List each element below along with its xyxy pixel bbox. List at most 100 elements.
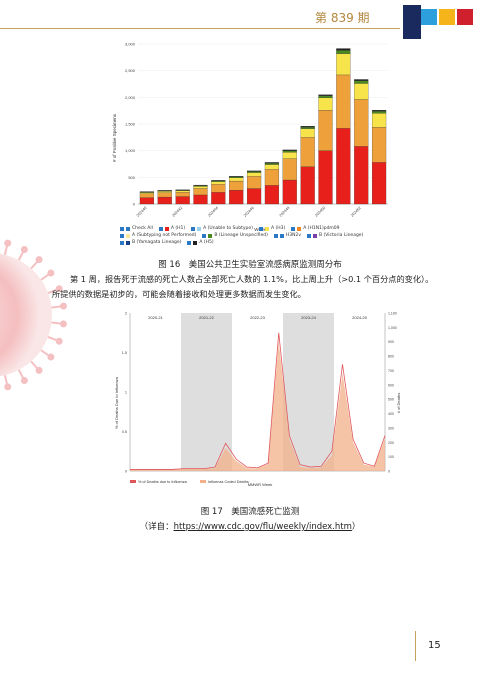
right-tick-label: 700 [388, 369, 394, 373]
bar-chart-svg: # of Positive Specimens Week 05001,0001,… [112, 42, 388, 232]
virus-spike-tip [20, 245, 28, 253]
bar-segment [282, 152, 297, 159]
figure17-caption: 图 17 美国流感死亡监测 [200, 507, 300, 517]
color-block-yellow [439, 9, 455, 25]
bar-segment [336, 50, 351, 54]
legend-item[interactable]: A (H1N1)pdm09 [291, 226, 340, 231]
virus-spike-tip [4, 239, 12, 247]
footer-divider [415, 631, 416, 661]
legend-swatch [193, 240, 198, 245]
bar-segment [354, 83, 369, 100]
legend-swatch [313, 233, 318, 238]
bar-segment [282, 149, 297, 151]
checkbox-icon[interactable] [187, 240, 192, 245]
legend-swatch [200, 480, 206, 483]
source-link[interactable]: https://www.cdc.gov/flu/weekly/index.htm [173, 522, 352, 532]
bar-segment [175, 192, 190, 197]
checkbox-icon[interactable] [202, 233, 207, 238]
checkbox-icon[interactable] [158, 226, 163, 231]
bar-segment [193, 188, 208, 196]
left-tick-label: 1.5 [122, 351, 127, 355]
bar-segment [282, 179, 297, 205]
legend-swatch [164, 226, 169, 231]
legend-swatch [130, 480, 136, 483]
x-tick-label: 202446 [243, 206, 255, 218]
checkbox-icon[interactable] [120, 240, 124, 245]
bar-segment [354, 146, 369, 205]
legend-swatch [279, 233, 284, 238]
bar-segment [300, 128, 315, 138]
legend-item[interactable]: A (Unable to Subtype) [191, 226, 253, 231]
left-tick-label: 0.5 [122, 430, 127, 434]
right-tick-label: 900 [388, 340, 394, 344]
legend-item[interactable]: Check All [120, 226, 153, 231]
bar-segment [264, 164, 280, 170]
bar-segment [157, 191, 172, 193]
bar-segment [336, 128, 351, 205]
color-block-red [457, 9, 473, 25]
bar-segment [354, 79, 369, 81]
bar-segment [139, 197, 155, 205]
paragraph-line-1: 第 1 周，报告死于流感的死亡人数占全部死亡人数的 1.1%，比上周上升（>0.… [70, 274, 434, 284]
y-tick-label: 1,000 [125, 148, 136, 153]
bar-segment [318, 95, 333, 98]
legend-item[interactable]: B (Victoria Lineage) [307, 233, 363, 238]
virus-spike-tip [59, 302, 67, 310]
bar-segment [229, 180, 244, 191]
season-label: 2024-25 [352, 315, 367, 320]
x-tick-label: 202448 [279, 206, 291, 218]
checkbox-icon[interactable] [291, 226, 296, 231]
header-color-blocks [0, 0, 500, 40]
percent-line [130, 332, 386, 470]
legend-item[interactable]: A (H3) [258, 226, 285, 231]
checkbox-icon[interactable] [258, 226, 263, 231]
virus-spike-tip [59, 320, 67, 328]
bar-segment [211, 184, 226, 193]
bar-segment [336, 53, 351, 76]
legend-item[interactable]: B (Yamagata Lineage) [120, 240, 181, 245]
checkbox-icon[interactable] [307, 233, 312, 238]
virus-spike-tip [55, 285, 63, 293]
left-tick-label: 0 [125, 470, 127, 474]
left-y-axis-label: % of Deaths Due to Influenza [114, 376, 119, 429]
legend-item[interactable]: A (H1) [158, 226, 185, 231]
bar-segment [211, 180, 226, 181]
season-label: 2023-24 [301, 315, 316, 320]
virus-spike-tip [20, 377, 28, 385]
bar-segment [336, 48, 351, 51]
bar-segment [282, 158, 297, 181]
x-tick-label: 202440 [136, 206, 148, 218]
issue-number: 第 839 期 [315, 11, 370, 25]
legend-item[interactable]: A (H5) [187, 240, 214, 245]
bar-segment [354, 99, 369, 147]
legend-item[interactable]: H3N2v [273, 233, 301, 238]
legend-swatch [126, 226, 130, 231]
bar-segment [175, 190, 190, 193]
season-shade [181, 313, 232, 471]
bar-segment [318, 110, 333, 151]
color-block-blue [421, 9, 437, 25]
right-tick-label: 100 [388, 455, 394, 459]
bar-segment [229, 176, 244, 178]
checkbox-icon[interactable] [120, 233, 124, 238]
legend-label: % of Deaths due to Influenza [138, 480, 188, 484]
bar-segment [139, 192, 155, 194]
virus-spike-tip [4, 383, 12, 391]
deaths-area [130, 341, 385, 471]
checkbox-icon[interactable] [120, 226, 124, 231]
legend-item[interactable]: A (Subtyping not Performed) [120, 233, 196, 238]
bar-segment [246, 176, 262, 189]
right-tick-label: 1,000 [388, 326, 397, 330]
legend-item[interactable]: B (Lineage Unspecified) [202, 233, 268, 238]
x-tick-label: 202444 [207, 206, 219, 218]
legend-label: Check All [132, 226, 153, 231]
x-axis-label: MMWR Week [248, 482, 273, 487]
checkbox-icon[interactable] [273, 233, 278, 238]
y-tick-label: 1,500 [125, 122, 136, 127]
checkbox-icon[interactable] [191, 226, 196, 231]
right-tick-label: 0 [388, 470, 390, 474]
figure16-chart: # of Positive Specimens Week 05001,0001,… [108, 38, 398, 250]
bar-segment [157, 196, 172, 205]
legend-label: A (Unable to Subtype) [203, 226, 253, 231]
legend-swatch [297, 226, 302, 231]
